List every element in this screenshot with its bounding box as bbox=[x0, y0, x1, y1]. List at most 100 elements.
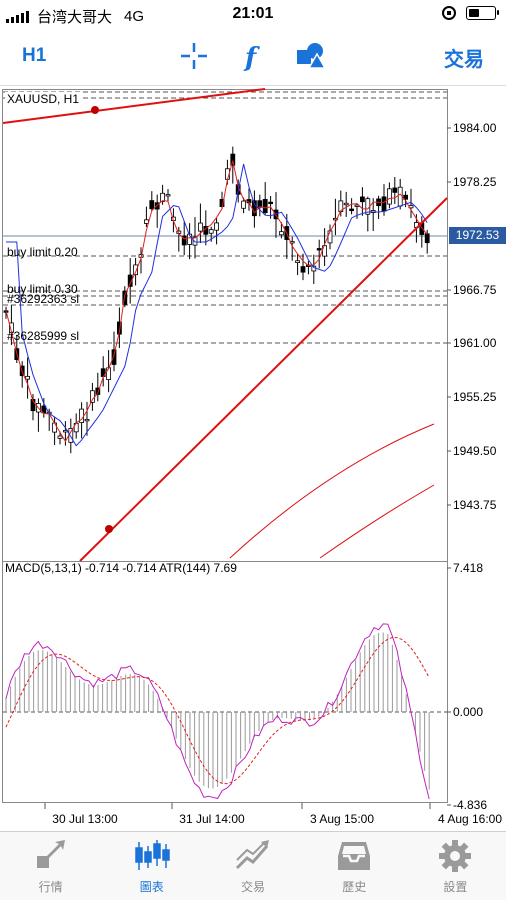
status-left: 台湾大哥大 4G bbox=[6, 6, 144, 27]
nav-label-settings: 設置 bbox=[443, 880, 468, 894]
crosshair-icon[interactable] bbox=[178, 40, 210, 72]
candle-body bbox=[127, 274, 133, 287]
price-level-label: 1961.00 bbox=[453, 336, 497, 350]
nav-history[interactable]: 歷史 bbox=[304, 832, 405, 900]
signal-line bbox=[5, 637, 430, 785]
candle-body bbox=[392, 187, 398, 193]
lock-rotation-icon bbox=[442, 6, 456, 20]
chart-icon bbox=[135, 840, 170, 870]
chart-canvas[interactable]: 1984.00 1978.25 1966.75 1961.00 1955.25 1949.… bbox=[0, 86, 506, 831]
main-chart-frame bbox=[2, 89, 448, 562]
chart-symbol-label: XAUUSD, H1 bbox=[5, 92, 82, 106]
order-label-buy-limit-1: buy limit 0.20 bbox=[7, 245, 78, 259]
indicator-level-label: 0.000 bbox=[453, 705, 483, 719]
nav-label-history: 歷史 bbox=[342, 880, 367, 894]
price-level-label: 1943.75 bbox=[453, 498, 497, 512]
candle-body bbox=[111, 349, 117, 365]
candle-body bbox=[133, 264, 139, 276]
history-icon bbox=[338, 842, 371, 870]
time-label: 31 Jul 14:00 bbox=[179, 812, 245, 826]
trendline-support bbox=[79, 197, 448, 562]
nav-trade[interactable]: 交易 bbox=[202, 832, 303, 900]
network-type: 4G bbox=[124, 8, 145, 25]
candle-body bbox=[295, 260, 301, 263]
timeframe-button[interactable]: H1 bbox=[22, 45, 47, 66]
candle-body bbox=[25, 375, 31, 380]
candle-body bbox=[241, 200, 247, 209]
svg-text:f: f bbox=[243, 43, 260, 72]
candle-body bbox=[181, 235, 187, 246]
candle-body bbox=[343, 202, 349, 206]
nav-quotes[interactable]: 行情 bbox=[0, 832, 101, 900]
objects-icon[interactable] bbox=[295, 40, 327, 72]
candle-body bbox=[154, 202, 160, 210]
channel-line bbox=[229, 423, 435, 559]
indicator-level-label: -4.836 bbox=[453, 798, 487, 812]
nav-label-trade: 交易 bbox=[241, 880, 266, 894]
candle-body bbox=[278, 231, 284, 236]
channel-line bbox=[319, 484, 435, 559]
trade-icon bbox=[235, 840, 269, 870]
status-right bbox=[442, 6, 499, 20]
candle-body bbox=[316, 248, 322, 251]
nav-label-quotes: 行情 bbox=[38, 880, 63, 894]
order-label-buy-limit-2: buy limit 0.30 bbox=[7, 282, 78, 296]
order-label-sl-1: #36292363 sl bbox=[7, 292, 80, 306]
indicator-frame bbox=[2, 561, 448, 803]
order-label-sl-2: #36285999 sl bbox=[7, 329, 80, 343]
status-bar: 台湾大哥大 4G 21:01 bbox=[0, 0, 506, 30]
price-level-label: 1984.00 bbox=[453, 121, 497, 135]
candle-body bbox=[52, 422, 57, 433]
trade-button[interactable]: 交易 bbox=[444, 49, 484, 71]
nav-label-chart: 圖表 bbox=[139, 880, 164, 894]
candle-body bbox=[84, 418, 90, 422]
candle-body bbox=[208, 229, 214, 234]
indicator-level-label: 7.418 bbox=[453, 561, 483, 575]
price-level-label: 1949.50 bbox=[453, 444, 497, 458]
candle-body bbox=[187, 233, 193, 245]
trendline-top bbox=[2, 88, 266, 124]
candle-body bbox=[403, 194, 409, 200]
moving-average-fast bbox=[5, 160, 428, 443]
settings-icon bbox=[439, 840, 472, 872]
candle-body bbox=[397, 186, 403, 207]
macd-line bbox=[5, 623, 430, 800]
candle-body bbox=[214, 222, 220, 231]
candle-body bbox=[262, 198, 268, 214]
signal-icon bbox=[6, 10, 29, 23]
time-label: 30 Jul 13:00 bbox=[52, 812, 118, 826]
price-level-label: 1955.25 bbox=[453, 390, 497, 404]
chart-toolbar: H1 f 交易 bbox=[0, 30, 506, 86]
bottom-navigation: 行情 圖表 交易 歷史 bbox=[0, 831, 506, 900]
function-icon[interactable]: f bbox=[237, 40, 269, 72]
candle-body bbox=[424, 233, 430, 244]
quotes-icon bbox=[36, 840, 65, 868]
candle-body bbox=[197, 222, 203, 232]
candle-body bbox=[268, 201, 274, 205]
price-level-label: 1978.25 bbox=[453, 175, 497, 189]
current-price-tag: 1972.53 bbox=[449, 227, 506, 244]
candle-body bbox=[143, 219, 149, 224]
indicator-label: MACD(5,13,1) -0.714 -0.714 ATR(144) 7.69 bbox=[5, 561, 237, 575]
candle-body bbox=[57, 435, 63, 439]
candle-body bbox=[381, 196, 387, 212]
candle-body bbox=[349, 208, 355, 212]
candle-body bbox=[386, 188, 392, 205]
candle-body bbox=[106, 367, 111, 380]
nav-chart[interactable]: 圖表 bbox=[101, 832, 202, 900]
candle-body bbox=[95, 387, 101, 395]
candle-body bbox=[359, 196, 365, 203]
candle-body bbox=[300, 266, 306, 273]
price-chart[interactable]: 1984.00 1978.25 1966.75 1961.00 1955.25 1949.… bbox=[0, 86, 506, 831]
carrier-name: 台湾大哥大 bbox=[37, 9, 113, 26]
moving-average-slow bbox=[6, 163, 428, 447]
candle-body bbox=[160, 192, 166, 202]
time-label: 3 Aug 15:00 bbox=[310, 812, 374, 826]
battery-icon bbox=[466, 6, 499, 20]
price-level-label: 1966.75 bbox=[453, 283, 497, 297]
candle-body bbox=[117, 321, 122, 335]
candle-body bbox=[230, 153, 236, 166]
nav-settings[interactable]: 設置 bbox=[405, 832, 506, 900]
candle-body bbox=[165, 194, 171, 197]
time-label: 4 Aug 16:00 bbox=[438, 812, 502, 826]
